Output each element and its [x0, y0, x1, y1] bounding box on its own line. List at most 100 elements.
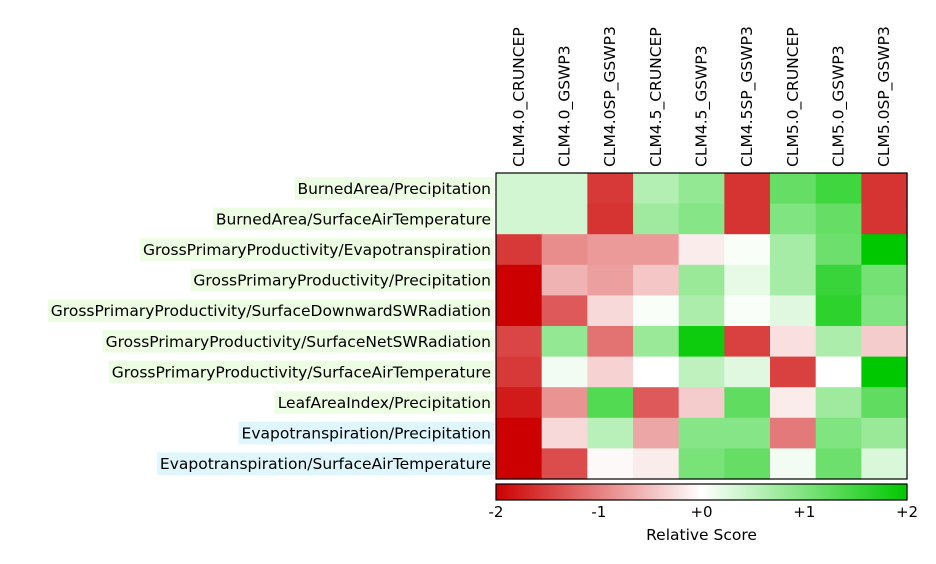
heatmap-cell [587, 203, 634, 235]
heatmap-cell [724, 356, 771, 388]
row-label: GrossPrimaryProductivity/SurfaceNetSWRad… [106, 333, 491, 351]
row-label-highlight [238, 421, 494, 445]
colorbar-label: Relative Score [646, 526, 757, 544]
heatmap-cell [587, 326, 634, 358]
heatmap-cell [770, 387, 817, 419]
heatmap-cell [815, 295, 862, 327]
heatmap-cell [633, 295, 680, 327]
column-label: CLM4.5_GSWP3 [693, 45, 712, 167]
heatmap-cell [678, 417, 725, 449]
heatmap-cell [770, 295, 817, 327]
heatmap-cell [861, 203, 908, 235]
heatmap-cell [861, 264, 908, 296]
heatmap-cell [496, 203, 543, 235]
heatmap-cell [724, 326, 771, 358]
heatmap-cell [815, 264, 862, 296]
column-label: CLM4.0SP_GSWP3 [601, 26, 620, 167]
row-label-highlight [156, 452, 494, 475]
heatmap-cell [770, 417, 817, 449]
heatmap-cell [541, 173, 588, 205]
heatmap-cell [815, 417, 862, 449]
heatmap-cell [724, 387, 771, 419]
heatmap-cell [724, 234, 771, 266]
row-label: LeafAreaIndex/Precipitation [278, 394, 491, 412]
row-label-highlight [190, 268, 494, 292]
colorbar-tick-label: +1 [793, 503, 815, 521]
heatmap-cell [815, 203, 862, 235]
heatmap-cell [496, 173, 543, 205]
row-label-highlight [47, 299, 495, 322]
heatmap-cell [496, 295, 543, 327]
heatmap-cell [633, 356, 680, 388]
heatmap-cell [678, 203, 725, 235]
row-label: GrossPrimaryProductivity/Evapotranspirat… [143, 241, 491, 259]
column-label: CLM5.0_GSWP3 [830, 45, 849, 167]
heatmap-cell [678, 264, 725, 296]
colorbar [495, 483, 908, 501]
heatmap-cell [678, 448, 725, 480]
heatmap-cell [861, 173, 908, 205]
heatmap-cell [633, 417, 680, 449]
column-label: CLM5.0SP_GSWP3 [875, 26, 894, 167]
heatmap-cell [633, 264, 680, 296]
heatmap-cell [770, 448, 817, 480]
heatmap-cell [770, 203, 817, 235]
heatmap-cell [496, 326, 543, 358]
heatmap-cell [724, 203, 771, 235]
heatmap-cell [541, 264, 588, 296]
row-label-highlight [140, 238, 494, 261]
heatmap-cell [861, 234, 908, 266]
heatmap-cell [541, 326, 588, 358]
heatmap-cell [633, 203, 680, 235]
heatmap-frame [495, 172, 908, 480]
heatmap-cell [587, 264, 634, 296]
heatmap-cell [678, 295, 725, 327]
heatmap-cell [861, 448, 908, 480]
heatmap-cell [724, 417, 771, 449]
heatmap-cell [724, 264, 771, 296]
heatmap-cell [770, 356, 817, 388]
row-label: GrossPrimaryProductivity/SurfaceDownward… [51, 302, 491, 320]
column-label: CLM4.0_CRUNCEP [510, 27, 529, 167]
heatmap-cell [496, 234, 543, 266]
heatmap-cell [496, 448, 543, 480]
heatmap-cell [587, 356, 634, 388]
heatmap-cell [587, 417, 634, 449]
heatmap-cell [815, 448, 862, 480]
heatmap-cell [861, 326, 908, 358]
heatmap-cell [541, 417, 588, 449]
heatmap-cell [541, 387, 588, 419]
heatmap-cell [587, 234, 634, 266]
heatmap-cell [815, 173, 862, 205]
heatmap-cell [678, 387, 725, 419]
heatmap-cell [678, 234, 725, 266]
heatmap-cell [633, 234, 680, 266]
colorbar-tick-label: -2 [489, 503, 504, 521]
heatmap-cell [678, 326, 725, 358]
column-label: CLM4.0_GSWP3 [556, 45, 575, 167]
heatmap-cell [815, 326, 862, 358]
row-label-highlight [274, 391, 494, 414]
heatmap-cell [541, 234, 588, 266]
row-label-highlight [108, 360, 495, 384]
heatmap-cell [861, 356, 908, 388]
heatmap-cell [496, 387, 543, 419]
heatmap-cell [541, 203, 588, 235]
heatmap-cell [633, 326, 680, 358]
colorbar-tick-label: -1 [591, 503, 606, 521]
heatmap-cell [861, 387, 908, 419]
heatmap-cell [587, 295, 634, 327]
heatmap-cell [587, 387, 634, 419]
heatmap-cell [541, 295, 588, 327]
heatmap-cell [496, 264, 543, 296]
heatmap-cell [496, 417, 543, 449]
heatmap-cell [770, 264, 817, 296]
row-label: Evapotranspiration/Precipitation [242, 425, 491, 443]
heatmap-cell [815, 356, 862, 388]
heatmap-cell [678, 173, 725, 205]
heatmap-cell [770, 326, 817, 358]
heatmap-cell [541, 356, 588, 388]
heatmap-cell [633, 448, 680, 480]
